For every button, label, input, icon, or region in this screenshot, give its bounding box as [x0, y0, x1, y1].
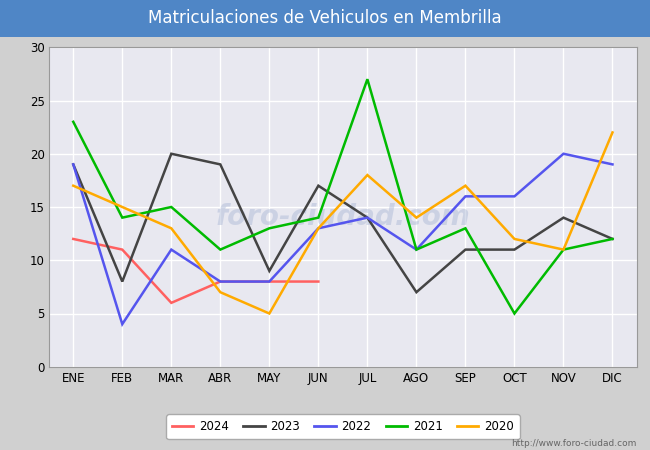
Text: http://www.foro-ciudad.com: http://www.foro-ciudad.com: [512, 439, 637, 448]
Text: Matriculaciones de Vehiculos en Membrilla: Matriculaciones de Vehiculos en Membrill…: [148, 9, 502, 27]
Text: foro-ciudad.com: foro-ciudad.com: [216, 202, 470, 230]
Legend: 2024, 2023, 2022, 2021, 2020: 2024, 2023, 2022, 2021, 2020: [166, 414, 519, 439]
